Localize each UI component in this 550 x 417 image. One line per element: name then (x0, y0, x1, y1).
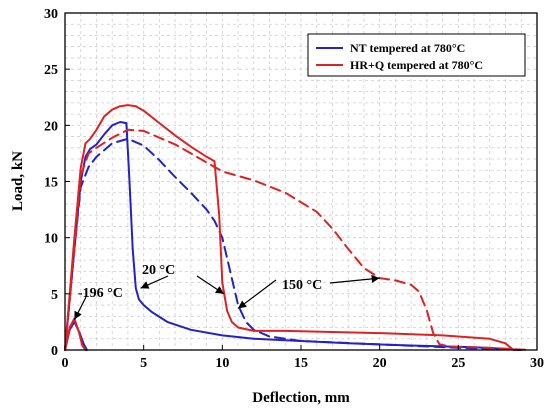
y-tick-label: 5 (51, 288, 58, 303)
y-tick-label: 25 (44, 63, 58, 78)
y-tick-label: 20 (44, 119, 58, 134)
series-line-hrq-minus196 (64, 317, 87, 351)
x-tick-label: 25 (451, 356, 465, 371)
y-tick-label: 10 (44, 232, 58, 247)
annotation-label: 20 °C (142, 263, 175, 278)
curves (64, 104, 531, 351)
annotation-arrowhead (74, 310, 82, 320)
y-tick-label: 30 (44, 7, 58, 22)
legend-label-nt: NT tempered at 780°C (350, 41, 465, 55)
y-tick-label: 15 (44, 176, 58, 191)
annotation-arrowhead (140, 281, 150, 289)
y-tick-label: 0 (51, 344, 58, 359)
x-axis-title: Deflection, mm (252, 390, 350, 406)
x-tick-label: 0 (62, 356, 69, 371)
y-axis-title: Load, kN (10, 151, 26, 211)
annotations: -196 °C 20 °C 150 °C (73, 263, 380, 320)
annotation-arrowhead (215, 286, 224, 294)
x-tick-label: 30 (530, 356, 544, 371)
legend-label-hrq: HR+Q tempered at 780°C (350, 58, 483, 72)
legend: NT tempered at 780°C HR+Q tempered at 78… (307, 33, 526, 77)
series-line-hrq-20 (64, 104, 515, 351)
axis-ticks: 0 5 10 15 20 25 30 0 5 10 15 20 25 30 (44, 7, 544, 371)
series-line-nt-20 (64, 121, 523, 351)
annotation-arrow (329, 277, 380, 284)
x-tick-label: 15 (294, 356, 308, 371)
annotation-arrowhead (371, 274, 380, 283)
x-tick-label: 20 (373, 356, 387, 371)
annotation-label: 150 °C (282, 278, 322, 293)
annotation-label: -196 °C (78, 286, 123, 301)
series-line-nt-150-dashed (64, 137, 523, 351)
annotation-arrowhead (238, 300, 247, 309)
x-tick-label: 10 (215, 356, 229, 371)
x-tick-label: 5 (140, 356, 147, 371)
series-line-hrq-150-dashed (64, 128, 531, 351)
legend-box (307, 33, 526, 77)
